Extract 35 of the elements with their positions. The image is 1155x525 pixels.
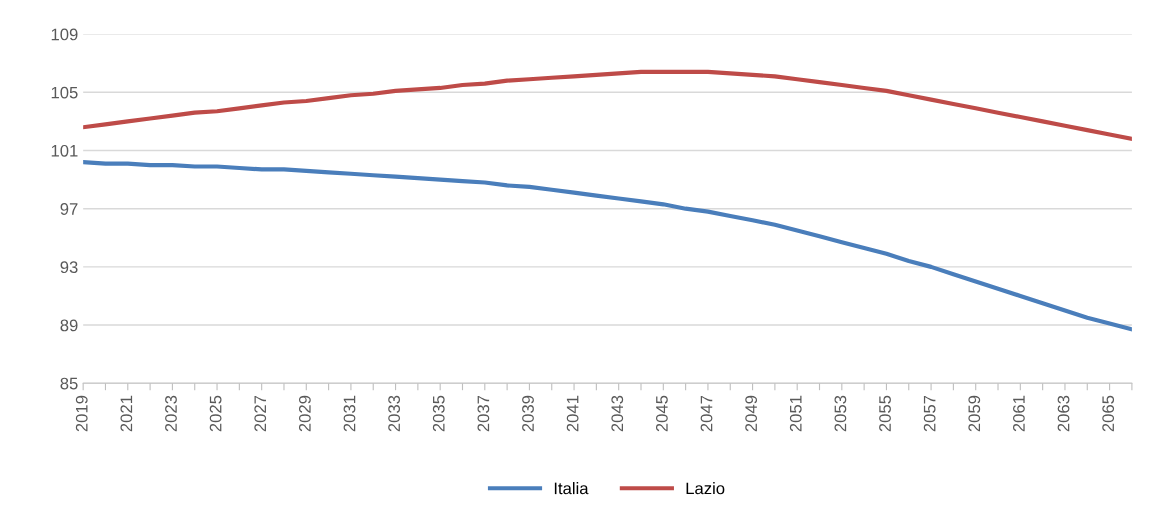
x-tick-label: 2039 (522, 395, 534, 432)
x-tick-label: 2025 (209, 395, 222, 432)
x-tick-label: 2027 (254, 395, 267, 432)
x-tick-label: 2019 (75, 395, 88, 432)
x-tick-label: 2033 (388, 395, 401, 432)
y-tick-label: 105 (51, 86, 78, 99)
line-series (83, 160, 1132, 332)
x-tick-label: 2023 (165, 395, 177, 432)
y-tick-label: 89 (60, 319, 78, 332)
line-series (83, 69, 1132, 141)
x-tick-label: 2065 (1102, 395, 1115, 432)
x-tick-label: 2057 (923, 395, 936, 432)
y-tick-label: 85 (60, 377, 78, 390)
x-tick-label: 2037 (477, 395, 490, 432)
x-tick-label: 2029 (298, 395, 311, 432)
x-tick-label: 2063 (1057, 395, 1070, 432)
x-tick-label: 2035 (432, 395, 445, 432)
legend-label: Italia (554, 482, 589, 495)
x-tick-label: 2043 (611, 395, 624, 432)
x-tick-label: 2061 (1013, 395, 1025, 432)
legend-label: Lazio (686, 482, 725, 495)
x-tick-label: 2059 (968, 395, 981, 432)
x-tick-label: 2053 (834, 395, 847, 432)
x-tick-label: 2031 (343, 395, 356, 432)
x-tick-label: 2055 (879, 395, 891, 432)
x-tick-label: 2045 (655, 395, 668, 432)
x-tick-label: 2049 (745, 395, 758, 432)
x-tick-label: 2041 (566, 395, 579, 432)
y-tick-label: 93 (60, 261, 78, 274)
y-tick-label: 101 (51, 144, 78, 157)
y-tick-label: 109 (51, 28, 78, 41)
y-tick-label: 97 (60, 203, 78, 215)
x-tick-label: 2051 (789, 395, 802, 432)
x-tick-label: 2047 (700, 395, 713, 432)
x-tick-label: 2021 (120, 395, 133, 432)
